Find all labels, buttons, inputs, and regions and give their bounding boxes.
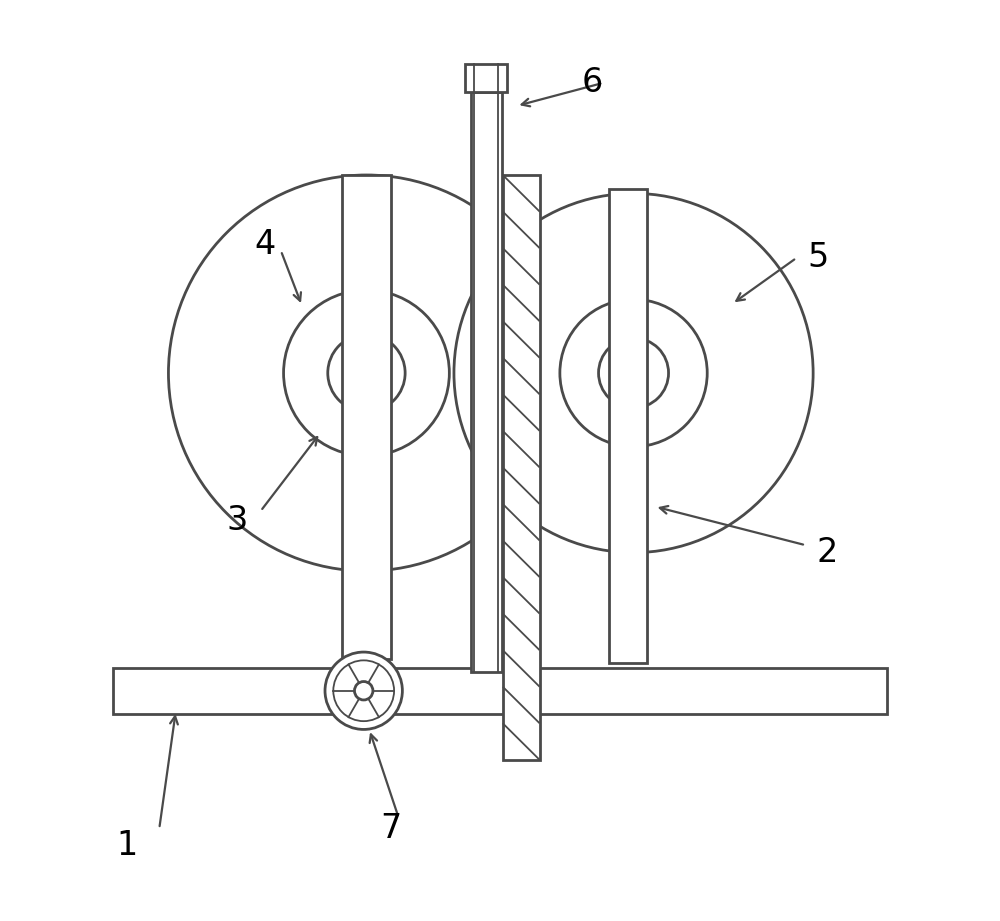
Circle shape [168,175,564,571]
Circle shape [599,338,669,408]
Circle shape [354,682,373,700]
Bar [465,64,507,92]
Circle shape [454,193,813,553]
Text: 7: 7 [381,812,402,845]
Text: 4: 4 [255,227,276,261]
Text: 5: 5 [807,241,828,274]
Bar [342,175,391,659]
Circle shape [560,299,707,447]
Circle shape [284,290,449,456]
Text: 3: 3 [227,504,248,537]
Circle shape [325,652,402,729]
Text: 6: 6 [581,66,603,99]
Circle shape [328,334,405,412]
Bar [609,189,647,663]
Bar [113,668,887,714]
Bar [471,92,502,672]
Text: 1: 1 [116,829,138,862]
Circle shape [333,660,394,721]
Text: 2: 2 [816,536,838,569]
Bar [503,175,540,760]
